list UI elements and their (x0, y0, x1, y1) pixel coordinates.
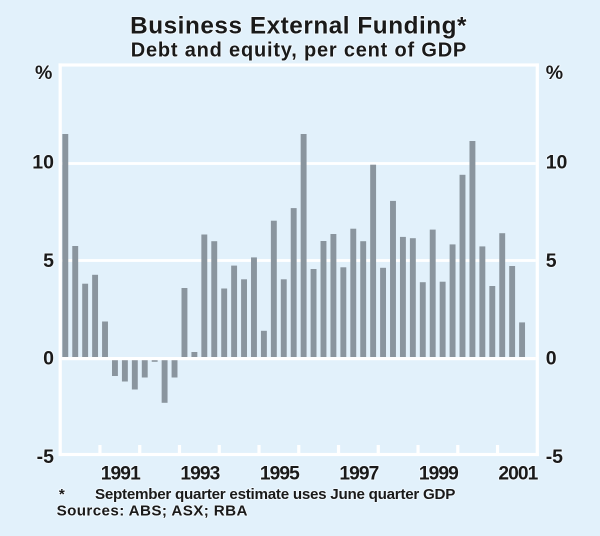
svg-text:0: 0 (546, 347, 557, 369)
svg-text:*: * (59, 486, 65, 503)
svg-text:-5: -5 (546, 446, 563, 468)
svg-text:%: % (35, 62, 52, 84)
svg-text:5: 5 (43, 250, 54, 272)
svg-text:1999: 1999 (419, 464, 458, 485)
svg-text:2001: 2001 (498, 464, 538, 485)
svg-text:10: 10 (546, 151, 568, 173)
svg-text:-5: -5 (37, 446, 54, 468)
svg-text:Sources: ABS; ASX; RBA: Sources: ABS; ASX; RBA (57, 502, 248, 519)
svg-text:September quarter estimate use: September quarter estimate uses June qua… (95, 486, 455, 503)
svg-text:1993: 1993 (180, 464, 219, 485)
svg-text:10: 10 (32, 152, 54, 174)
svg-text:5: 5 (546, 250, 557, 272)
svg-text:%: % (546, 62, 563, 84)
svg-text:0: 0 (43, 347, 54, 369)
svg-text:1991: 1991 (101, 464, 141, 485)
svg-text:1997: 1997 (339, 464, 378, 485)
svg-text:1995: 1995 (260, 464, 300, 485)
svg-text:Business External Funding*: Business External Funding* (130, 12, 467, 39)
svg-text:Debt and equity, per cent of G: Debt and equity, per cent of GDP (131, 40, 467, 62)
